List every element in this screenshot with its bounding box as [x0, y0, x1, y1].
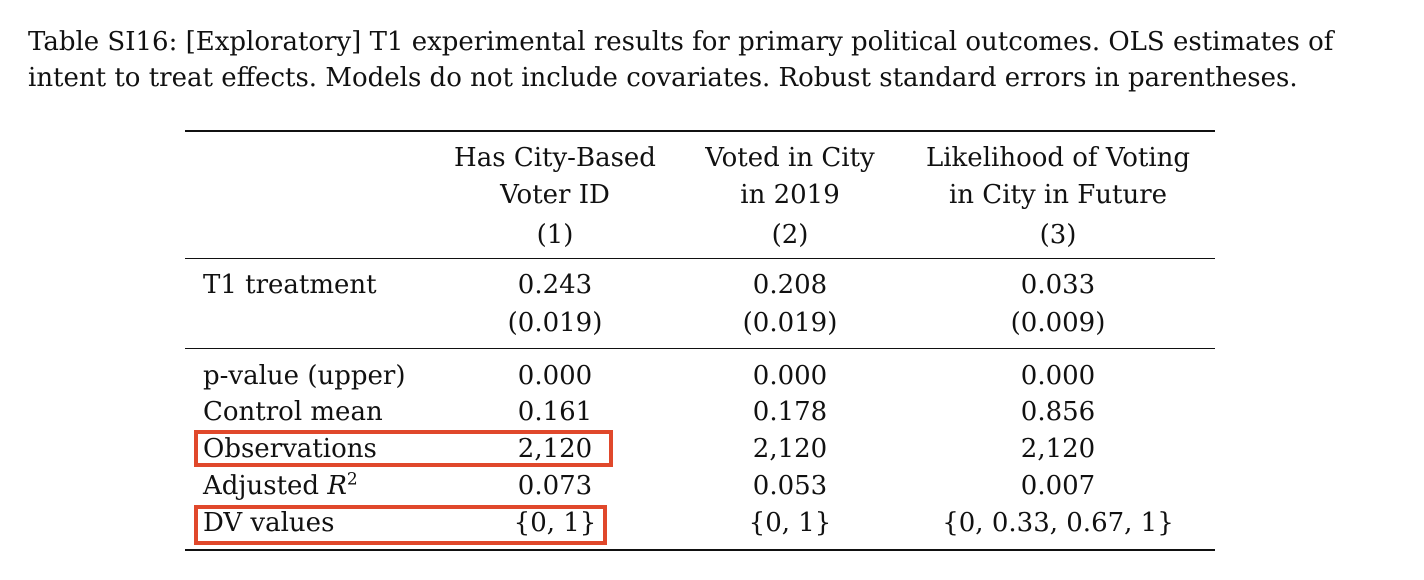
r-variable: R — [327, 471, 347, 501]
row-label-adjusted-r2: Adjusted R2 — [203, 471, 358, 501]
bottom-rule — [185, 549, 1215, 551]
pvalue-3: 0.000 — [1020, 361, 1096, 391]
row-label-pvalue: p-value (upper) — [203, 361, 406, 391]
top-rule — [185, 130, 1215, 132]
std-error-1: (0.019) — [507, 308, 603, 338]
row-label-control-mean: Control mean — [203, 397, 383, 427]
estimate-1: 0.243 — [517, 270, 593, 300]
table-caption: Table SI16: [Exploratory] T1 experimenta… — [28, 24, 1398, 96]
std-error-2: (0.019) — [742, 308, 838, 338]
header-2-number: (2) — [771, 220, 809, 250]
caption-line-2: intent to treat effects. Models do not i… — [28, 63, 1298, 93]
header-1-line-2: Voter ID — [500, 180, 610, 210]
dv-values-2: {0, 1} — [748, 508, 832, 538]
adjusted-r2-3: 0.007 — [1020, 471, 1096, 501]
header-3-number: (3) — [1039, 220, 1077, 250]
estimate-3: 0.033 — [1020, 270, 1096, 300]
control-mean-1: 0.161 — [517, 397, 593, 427]
header-rule — [185, 258, 1215, 259]
pvalue-1: 0.000 — [517, 361, 593, 391]
header-2-line-1: Voted in City — [705, 143, 875, 173]
adjusted-label-prefix: Adjusted — [203, 471, 328, 501]
pvalue-2: 0.000 — [752, 361, 828, 391]
observations-2: 2,120 — [752, 434, 828, 464]
header-1-line-1: Has City-Based — [454, 143, 656, 173]
mid-rule — [185, 348, 1215, 349]
estimate-2: 0.208 — [752, 270, 828, 300]
observations-3: 2,120 — [1020, 434, 1096, 464]
dv-values-highlight-box — [194, 505, 607, 545]
header-2-line-2: in 2019 — [740, 180, 840, 210]
adjusted-r2-1: 0.073 — [517, 471, 593, 501]
row-label-treatment: T1 treatment — [203, 270, 377, 300]
adjusted-r2-2: 0.053 — [752, 471, 828, 501]
dv-values-3: {0, 0.33, 0.67, 1} — [942, 508, 1174, 538]
header-1-number: (1) — [536, 220, 574, 250]
header-3-line-1: Likelihood of Voting — [925, 143, 1191, 173]
row-label-dv-values: DV values — [203, 508, 335, 538]
header-3-line-2: in City in Future — [948, 180, 1168, 210]
dv-values-1: {0, 1} — [513, 508, 597, 538]
row-label-observations: Observations — [203, 434, 377, 464]
control-mean-2: 0.178 — [752, 397, 828, 427]
control-mean-3: 0.856 — [1020, 397, 1096, 427]
std-error-3: (0.009) — [1010, 308, 1106, 338]
observations-1: 2,120 — [517, 434, 593, 464]
observations-highlight-box — [194, 430, 613, 467]
caption-line-1: Table SI16: [Exploratory] T1 experimenta… — [28, 27, 1334, 57]
r-exponent: 2 — [346, 469, 358, 490]
